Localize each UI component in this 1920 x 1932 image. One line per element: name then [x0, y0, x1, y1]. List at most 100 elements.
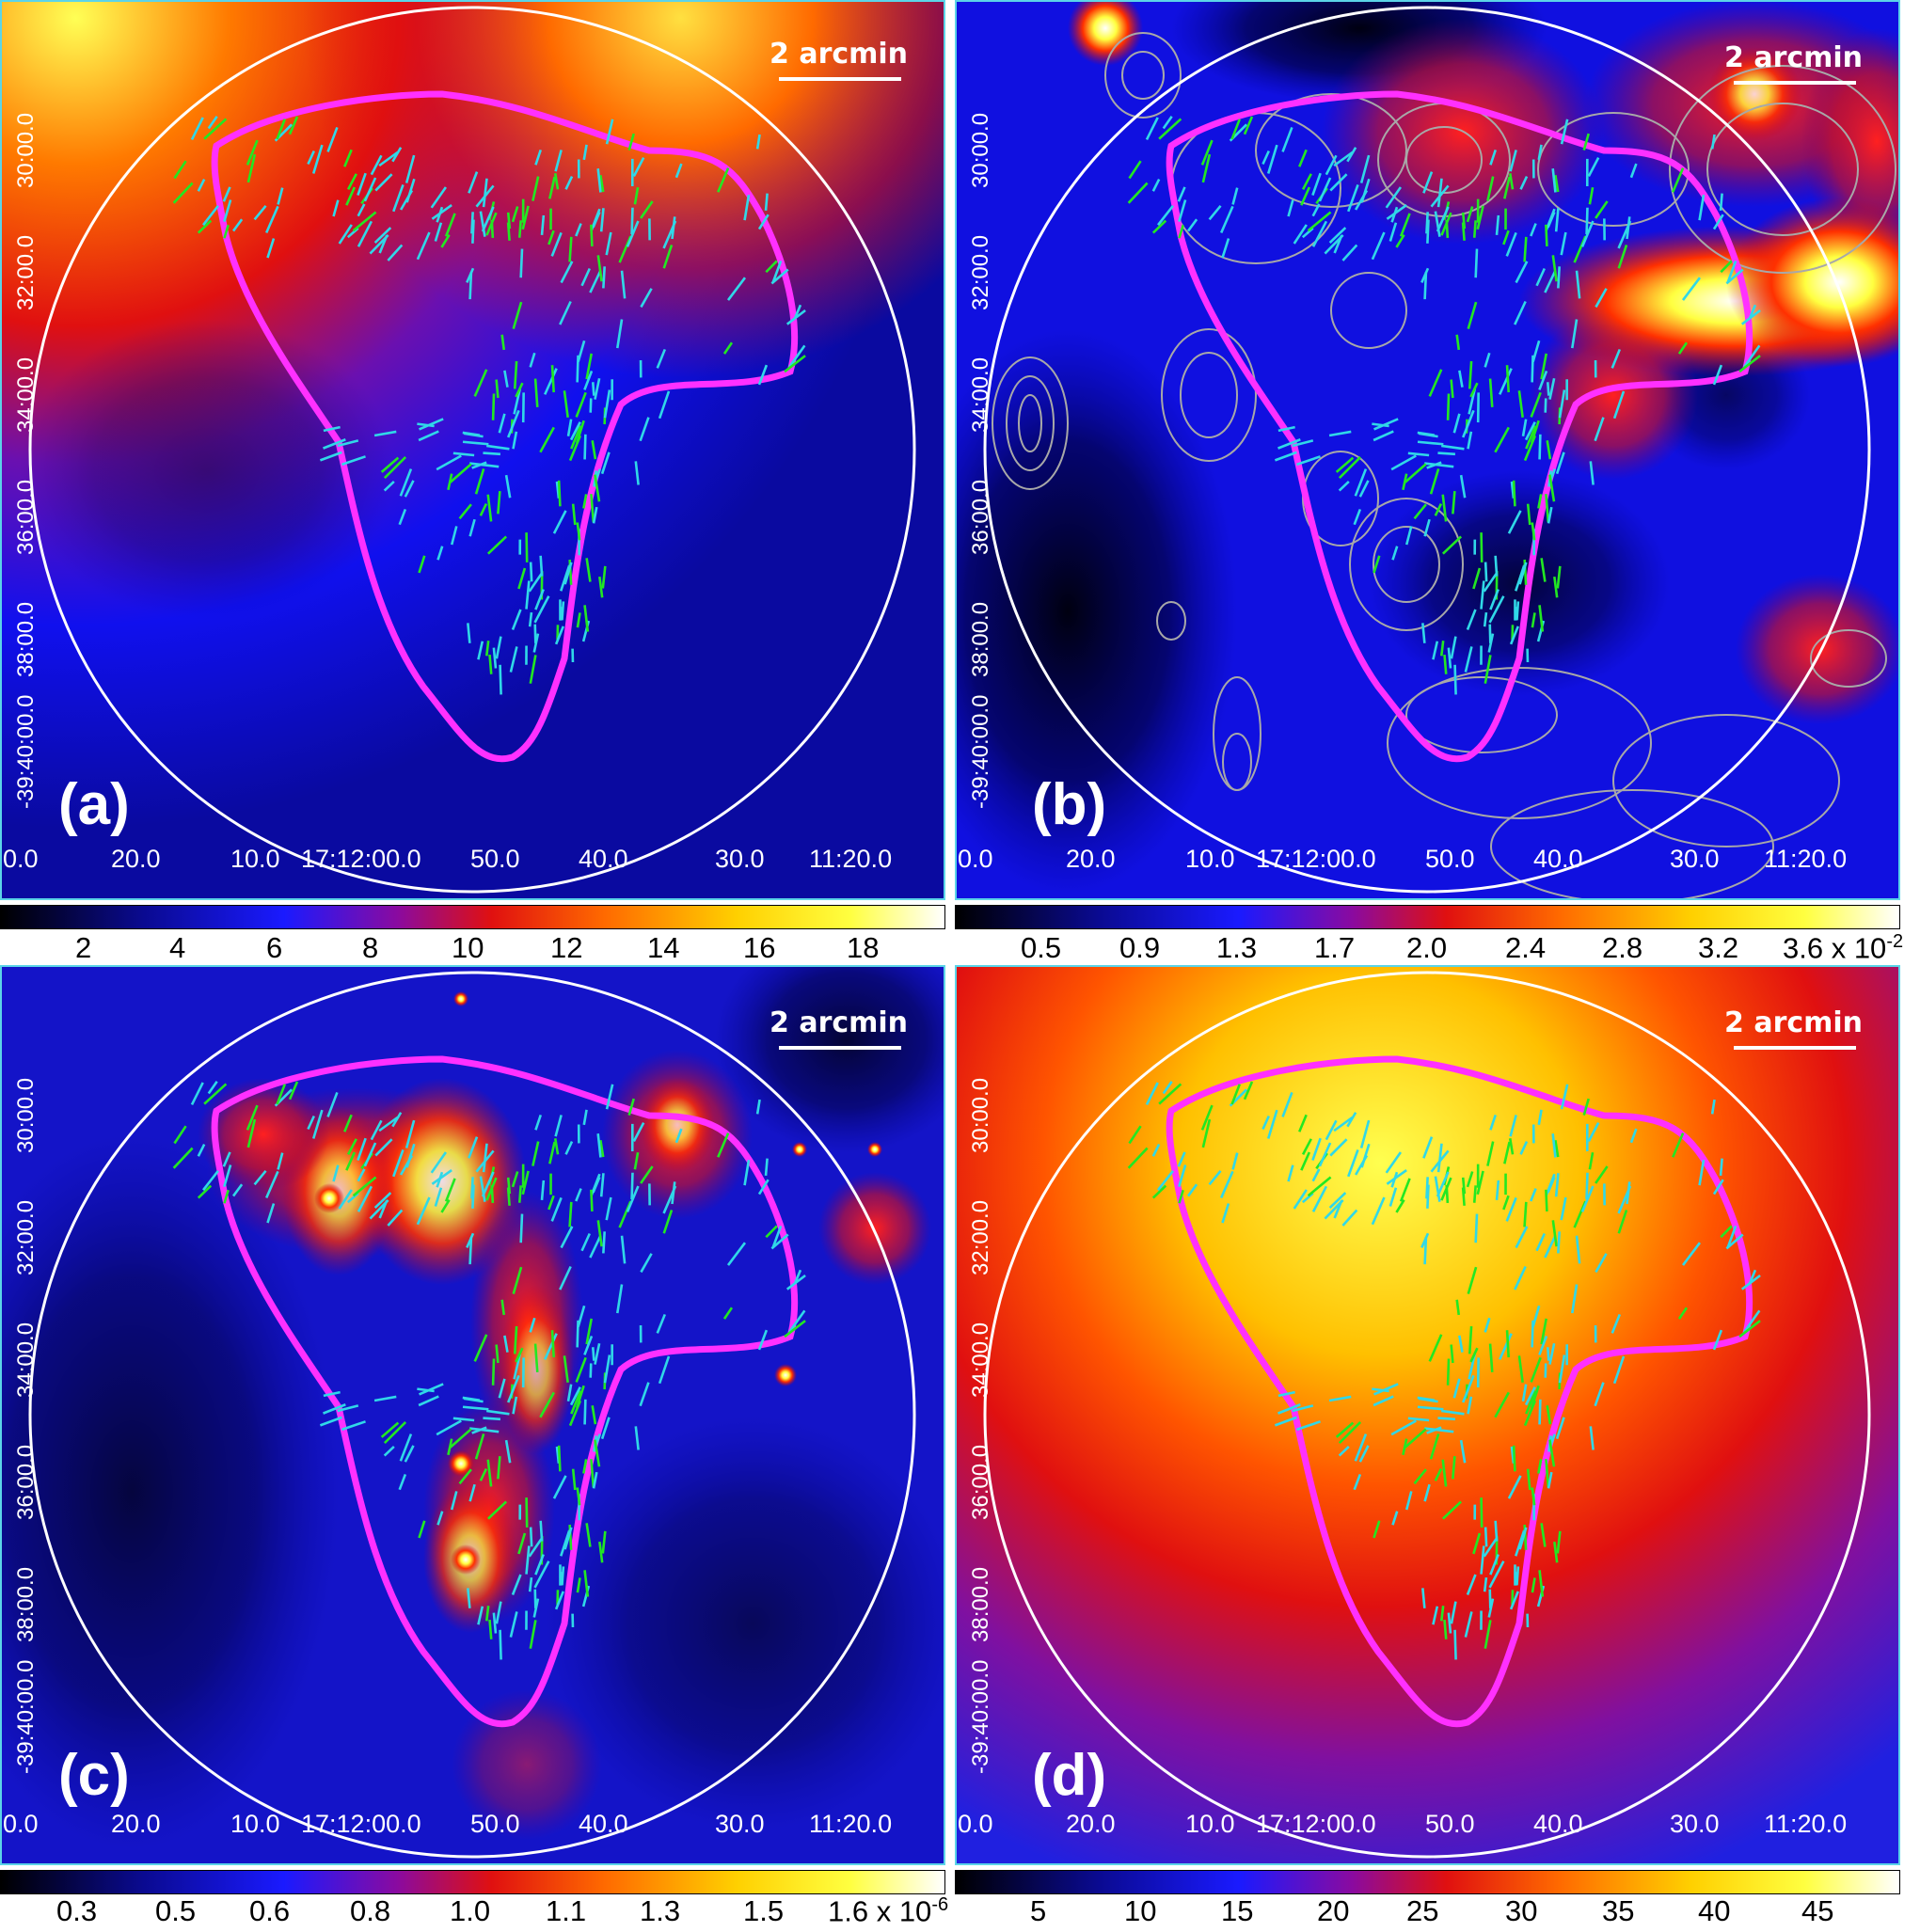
- colorbar-tick-text: 15: [1221, 1894, 1253, 1927]
- x-tick-label: 40.0: [579, 1810, 628, 1839]
- colorbar-tick-label: 20: [1317, 1894, 1349, 1928]
- x-tick-label: 30.0: [0, 1810, 39, 1839]
- colorbar-tick-text: 4: [169, 931, 185, 964]
- polarization-vector: [591, 225, 592, 246]
- panel-a: 2 arcmin (a) 30.020.010.017:12:00.050.04…: [0, 0, 945, 900]
- x-tick-label: 50.0: [1425, 845, 1475, 874]
- y-tick-label: 36:00.0: [968, 1445, 994, 1520]
- x-tick-label: 10.0: [1185, 1810, 1235, 1839]
- polarization-vector: [519, 220, 520, 237]
- polarization-vector: [515, 361, 516, 388]
- x-tick-label: 50.0: [470, 1810, 520, 1839]
- polarization-vector: [585, 435, 586, 460]
- panel-d: 2 arcmin (d) 30.020.010.017:12:00.050.04…: [955, 965, 1900, 1865]
- y-tick-label: 38:00.0: [968, 1567, 994, 1642]
- colorbar-tick-label: 10: [1124, 1894, 1156, 1928]
- y-tick-label: 30:00.0: [968, 113, 994, 188]
- polarization-vector: [766, 194, 768, 211]
- colorbar-tick-text: 3.2: [1698, 931, 1738, 964]
- polarization-vector: [603, 1231, 604, 1253]
- x-tick-label: 30.0: [955, 845, 993, 874]
- colorbar-exponent: -2: [1886, 931, 1903, 952]
- panel-d-image: [955, 965, 1900, 1865]
- polarization-vector: [1546, 398, 1547, 412]
- panel-c-image: [0, 965, 945, 1865]
- colorbar-tick-label: 30: [1505, 1894, 1537, 1928]
- x-tick-label: 30.0: [1670, 1810, 1720, 1839]
- polarization-vector: [1546, 1363, 1547, 1377]
- colorbar-tick-label: 1.3: [1216, 931, 1257, 965]
- x-tick-label: 20.0: [111, 1810, 161, 1839]
- polarization-vector: [531, 562, 532, 582]
- x-tick-label: 20.0: [1066, 845, 1116, 874]
- colorbar-tick-label: 1.0: [450, 1894, 490, 1928]
- colorbar-tick-label: 18: [847, 931, 879, 965]
- polarization-vector: [471, 1177, 472, 1198]
- polarization-vector: [570, 1202, 572, 1227]
- colorbar-tick-text: 1.1: [546, 1894, 586, 1927]
- polarization-vector: [1516, 601, 1517, 620]
- polarization-vector: [1490, 625, 1491, 643]
- colorbar-tick-label: 4: [169, 931, 185, 965]
- y-tick-label: 36:00.0: [13, 1445, 40, 1520]
- polarization-vector: [542, 1180, 544, 1200]
- colorbar-tick-label: 0.9: [1119, 931, 1160, 965]
- y-tick-label: -39:40:00.0: [13, 1660, 40, 1774]
- y-tick-label: -39:40:00.0: [13, 695, 40, 809]
- polarization-vector: [1476, 249, 1477, 278]
- polarization-vector: [603, 266, 604, 288]
- panel-b-image: [955, 0, 1900, 900]
- polarization-vector: [527, 1497, 528, 1528]
- colorbar-tick-text: 45: [1801, 1894, 1833, 1927]
- colorbar-tick-text: 35: [1602, 1894, 1634, 1927]
- polarization-vector: [527, 532, 528, 562]
- polarization-vector: [559, 481, 560, 507]
- colorbar-tick-label: 2: [75, 931, 91, 965]
- polarization-vector: [500, 665, 501, 695]
- polarization-vector: [531, 1528, 532, 1547]
- polarization-vector: [552, 1330, 554, 1357]
- colorbar-tick-label: 16: [743, 931, 775, 965]
- polarization-vector: [1437, 1418, 1455, 1419]
- polarization-vector: [1485, 1528, 1486, 1547]
- polarization-vector: [530, 1577, 532, 1592]
- colorbar-tick-label: 3.6 x 10-2: [1783, 931, 1903, 965]
- polarization-vector: [585, 1400, 586, 1425]
- polarization-vector: [562, 1566, 563, 1585]
- polarization-vector: [1448, 393, 1449, 420]
- colorbar-tick-text: 5: [1030, 1894, 1046, 1927]
- colorbar-tick-label: 1.6 x 10-6: [828, 1894, 948, 1928]
- polarization-vector: [1484, 1577, 1486, 1592]
- y-tick-label: 32:00.0: [13, 235, 40, 310]
- polarization-vector: [1496, 556, 1497, 577]
- x-tick-label: 11:20.0: [1764, 845, 1847, 874]
- polarization-vector: [1476, 1214, 1477, 1243]
- x-tick-label: 50.0: [1425, 1810, 1475, 1839]
- y-tick-label: 34:00.0: [13, 1322, 40, 1398]
- colorbar-tick-label: 45: [1801, 1894, 1833, 1928]
- polarization-vector: [470, 1237, 471, 1264]
- polarization-vector: [1546, 225, 1547, 246]
- colorbar-tick-text: 1.7: [1314, 931, 1355, 964]
- polarization-vector: [1463, 223, 1464, 241]
- colorbar-tick-label: 1.5: [743, 1894, 784, 1928]
- polarization-vector: [508, 1188, 509, 1206]
- polarization-vector: [1558, 1231, 1559, 1253]
- colorbar-tick-text: 14: [647, 931, 679, 964]
- polarization-vector: [483, 453, 500, 454]
- y-tick-label: -39:40:00.0: [968, 1660, 994, 1774]
- polarization-vector: [493, 393, 494, 420]
- y-tick-label: 32:00.0: [968, 235, 994, 310]
- colorbar-tick-text: 3.6 x 10: [1783, 931, 1886, 964]
- polarization-vector: [490, 655, 492, 674]
- colorbar-a: [0, 905, 945, 929]
- y-tick-label: 36:00.0: [968, 480, 994, 555]
- colorbar-tick-label: 8: [362, 931, 378, 965]
- polarization-vector: [593, 1347, 594, 1360]
- panel-label: (d): [1032, 1742, 1106, 1809]
- colorbar-tick-text: 30: [1505, 1894, 1537, 1927]
- polarization-vector: [1525, 237, 1527, 262]
- x-tick-label: 11:20.0: [809, 845, 892, 874]
- colorbar-tick-label: 2.0: [1406, 931, 1447, 965]
